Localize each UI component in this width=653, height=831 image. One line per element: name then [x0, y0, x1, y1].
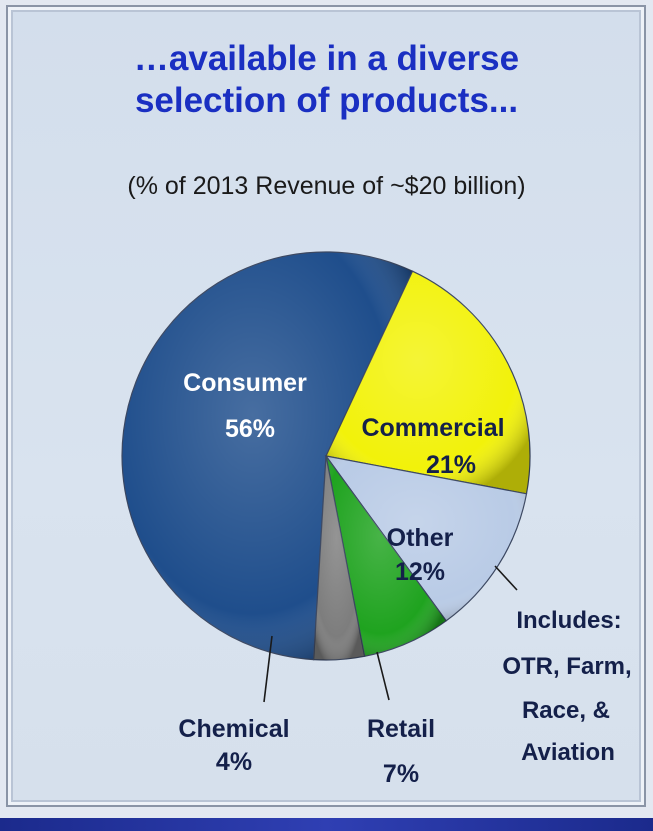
annotation-line: Race, &	[522, 697, 610, 724]
label-consumer: Consumer	[183, 369, 307, 397]
value-label-commercial: 21%	[426, 451, 476, 479]
slide-title: …available in a diverse selection of pro…	[133, 39, 520, 120]
leader-line-chemical	[263, 635, 273, 703]
value-label-retail: 7%	[383, 760, 419, 788]
bottom-accent-bar	[0, 818, 653, 831]
value-label-chemical: 4%	[216, 748, 252, 776]
label-other: Other	[387, 524, 454, 552]
leader-line-retail	[376, 651, 390, 701]
annotation-line: Includes:	[516, 607, 621, 634]
value-label-consumer: 56%	[225, 415, 275, 443]
leader-line-other	[494, 565, 518, 591]
annotation-line: Aviation	[521, 739, 615, 766]
annotation-line: OTR, Farm,	[502, 653, 631, 680]
label-chemical: Chemical	[178, 715, 289, 743]
label-retail: Retail	[367, 715, 435, 743]
chart-subtitle: (% of 2013 Revenue of ~$20 billion)	[127, 172, 526, 200]
label-commercial: Commercial	[361, 414, 504, 442]
value-label-other: 12%	[395, 558, 445, 586]
